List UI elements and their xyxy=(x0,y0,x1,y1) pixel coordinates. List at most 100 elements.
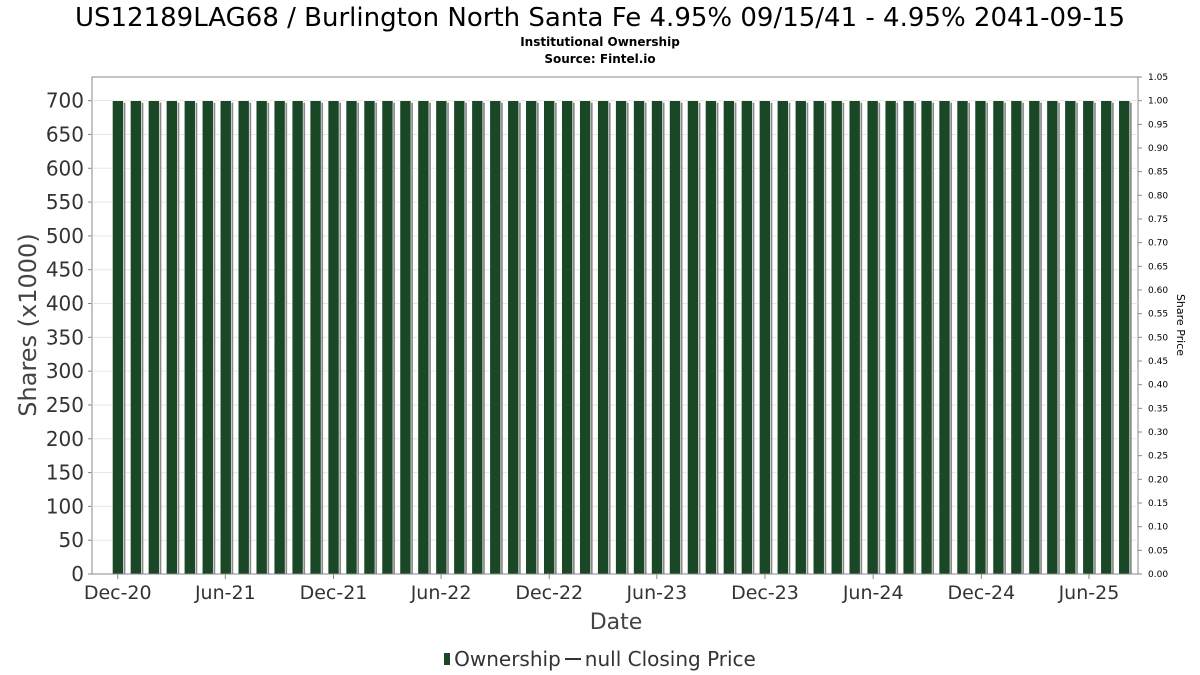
y-tick-label: 650 xyxy=(46,122,84,146)
ownership-bar xyxy=(273,100,286,575)
y2-tick-label: 0.55 xyxy=(1148,310,1168,320)
ownership-bar xyxy=(291,100,304,575)
ownership-bar xyxy=(201,100,214,575)
x-tick-label: Dec-24 xyxy=(947,582,1015,604)
ownership-bar xyxy=(1118,100,1131,575)
ownership-bar xyxy=(327,100,340,575)
ownership-legend-label: Ownership xyxy=(454,647,561,671)
ownership-bar xyxy=(453,100,466,575)
y-tick-label: 100 xyxy=(46,494,84,518)
ownership-bar xyxy=(1046,100,1059,575)
ownership-bar xyxy=(759,100,771,575)
ownership-bar xyxy=(812,100,825,575)
y2-tick-label: 0.45 xyxy=(1148,357,1168,367)
ownership-bar xyxy=(866,100,879,575)
y-tick-label: 450 xyxy=(46,258,84,282)
y-axis-label: Shares (x1000) xyxy=(14,233,42,416)
y-tick-label: 200 xyxy=(46,427,84,451)
ownership-bar xyxy=(1064,100,1077,575)
ownership-bar xyxy=(543,100,555,575)
chart-source: Source: Fintel.io xyxy=(544,52,656,66)
ownership-bar xyxy=(237,100,250,575)
chart-subtitle: Institutional Ownership xyxy=(520,35,680,49)
x-tick-label: Dec-21 xyxy=(300,582,368,604)
x-tick-label: Dec-22 xyxy=(515,582,583,604)
y2-tick-label: 0.95 xyxy=(1148,120,1168,130)
y2-tick-label: 1.05 xyxy=(1148,73,1168,83)
y2-tick-label: 0.80 xyxy=(1148,191,1168,201)
y-tick-label: 50 xyxy=(59,528,84,552)
ownership-bar xyxy=(489,100,502,575)
ownership-bar xyxy=(1100,100,1113,575)
y2-tick-label: 0.15 xyxy=(1148,499,1168,509)
ownership-bar xyxy=(777,100,789,575)
ownership-bar xyxy=(148,100,160,575)
ownership-bar xyxy=(130,100,142,575)
y2-tick-label: 0.65 xyxy=(1148,262,1168,272)
y2-tick-label: 0.75 xyxy=(1148,215,1168,225)
ownership-bar xyxy=(794,100,807,575)
y2-tick-label: 0.85 xyxy=(1148,168,1168,178)
ownership-bar xyxy=(166,100,178,575)
ownership-bar xyxy=(435,100,448,575)
ownership-bar xyxy=(992,100,1005,575)
ownership-bar xyxy=(507,100,520,575)
ownership-bar xyxy=(920,100,933,575)
axes: 0 50 100 150 200 250 300 350 400 450 500 550 600 650 7… xyxy=(46,73,1169,604)
ownership-bar xyxy=(615,100,627,575)
ownership-legend-swatch xyxy=(444,652,451,665)
x-tick-label: Jun-21 xyxy=(194,582,256,604)
y-tick-label: 0 xyxy=(71,562,84,586)
ownership-bar xyxy=(830,100,843,575)
ownership-bar xyxy=(471,100,484,575)
y2-tick-label: 0.70 xyxy=(1148,239,1168,249)
ownership-bars xyxy=(112,100,1132,575)
chart-title: US12189LAG68 / Burlington North Santa Fe… xyxy=(74,3,1126,33)
y2-tick-label: 0.05 xyxy=(1148,546,1168,556)
ownership-bar xyxy=(1010,100,1023,575)
ownership-bar xyxy=(687,100,699,575)
ownership-bar xyxy=(561,100,573,575)
ownership-bar xyxy=(974,100,987,575)
y-tick-label: 150 xyxy=(46,461,84,485)
ownership-bar xyxy=(417,100,430,575)
ownership-bar xyxy=(597,100,609,575)
y-tick-label: 550 xyxy=(46,190,84,214)
y2-tick-label: 0.25 xyxy=(1148,452,1168,462)
y2-tick-label: 0.60 xyxy=(1148,286,1168,296)
y2-tick-label: 0.00 xyxy=(1148,570,1168,580)
ownership-bar xyxy=(956,100,969,575)
ownership-bar xyxy=(345,100,358,575)
x-tick-label: Dec-23 xyxy=(731,582,799,604)
y-tick-label: 500 xyxy=(46,224,84,248)
price-legend-label: null Closing Price xyxy=(584,647,756,671)
price-legend-line xyxy=(564,657,581,660)
ownership-bar xyxy=(1028,100,1041,575)
ownership-bar xyxy=(669,100,681,575)
y-tick-label: 600 xyxy=(46,156,84,180)
ownership-bar xyxy=(525,100,538,575)
ownership-bar xyxy=(902,100,915,575)
ownership-bar xyxy=(741,100,753,575)
ownership-bar xyxy=(399,100,412,575)
ownership-bar xyxy=(363,100,376,575)
ownership-bar xyxy=(848,100,861,575)
ownership-bar xyxy=(633,100,645,575)
chart-legend: Ownership null Closing Price xyxy=(0,647,1200,671)
y-tick-label: 400 xyxy=(46,292,84,316)
y2-axis-label: Share Price xyxy=(1174,294,1187,356)
ownership-bar xyxy=(255,100,268,575)
ownership-bar xyxy=(183,100,196,575)
y2-tick-label: 0.90 xyxy=(1148,144,1168,154)
ownership-bar xyxy=(381,100,394,575)
ownership-bar xyxy=(723,100,735,575)
y-tick-label: 350 xyxy=(46,325,84,349)
x-tick-label: Jun-23 xyxy=(625,582,687,604)
x-tick-label: Jun-22 xyxy=(410,582,472,604)
y2-tick-label: 1.00 xyxy=(1148,97,1168,107)
ownership-bar xyxy=(112,100,124,575)
ownership-bar xyxy=(1082,100,1095,575)
x-tick-label: Jun-25 xyxy=(1058,582,1120,604)
ownership-bar xyxy=(705,100,717,575)
y2-tick-label: 0.40 xyxy=(1148,381,1168,391)
